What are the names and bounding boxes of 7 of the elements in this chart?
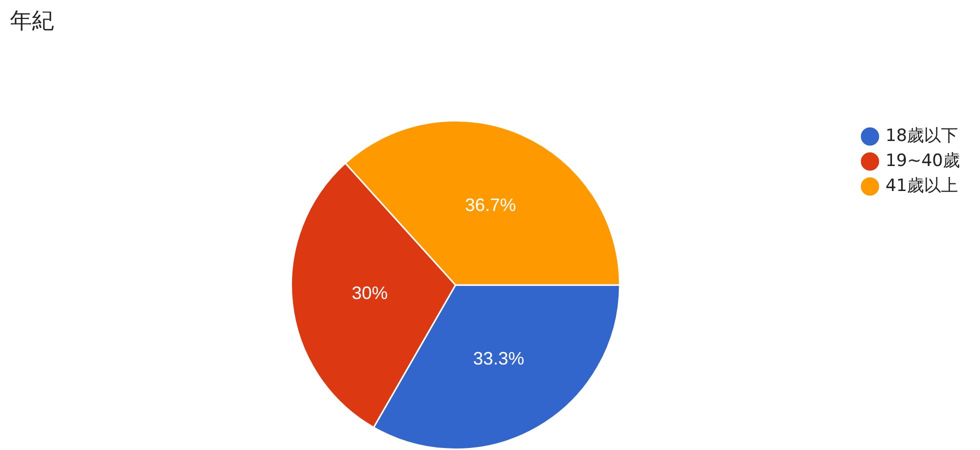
data-label: 30% — [352, 283, 388, 304]
data-label: 33.3% — [473, 348, 524, 369]
legend-label: 18歲以下 — [885, 126, 958, 146]
legend-label: 19~40歲 — [885, 150, 960, 171]
text: 年紀 — [10, 8, 54, 36]
data-label: 36.7% — [464, 195, 516, 216]
legend-label: 41歲以上 — [885, 176, 958, 196]
